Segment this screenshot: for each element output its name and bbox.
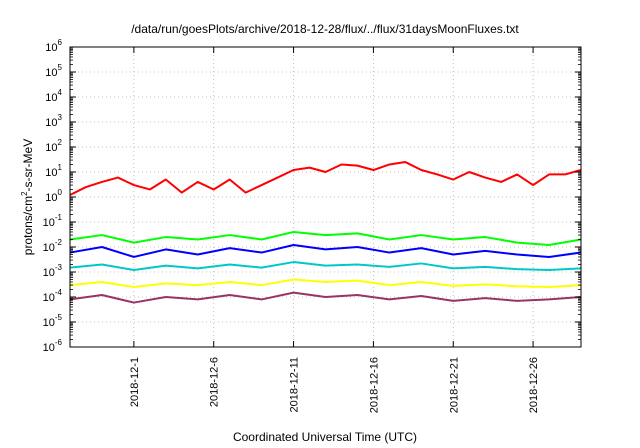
series-line-2	[69, 230, 582, 247]
x-tick-label: 2018-12-1	[129, 357, 141, 407]
y-tick-label: 101	[45, 163, 62, 179]
y-tick-label: 10-5	[43, 313, 63, 329]
x-axis: 2018-12-1 2018-12-6 2018-12-11 2018-12-16 20…	[129, 47, 540, 413]
y-tick-base: 10	[43, 342, 55, 354]
y-tick-exponent: -5	[55, 313, 63, 322]
series-line-6	[69, 291, 582, 304]
x-tick-label: 2018-12-6	[209, 357, 221, 407]
y-tick-label: 10-1	[43, 213, 63, 229]
y-tick-exponent: -2	[55, 238, 63, 247]
y-tick-label: 102	[45, 138, 62, 154]
x-tick-label: 2018-12-21	[448, 357, 460, 413]
y-tick-base: 10	[45, 67, 57, 79]
y-tick-base: 10	[45, 42, 57, 54]
y-tick-base: 10	[43, 242, 55, 254]
y-tick-exponent: 4	[58, 88, 63, 97]
y-label-rest: -s-sr-MeV	[21, 139, 35, 192]
series-line-3	[69, 244, 582, 258]
y-tick-label: 100	[45, 188, 62, 204]
y-tick-exponent: 1	[58, 163, 63, 172]
y-tick-label: 10-6	[43, 338, 63, 354]
y-tick-exponent: 6	[58, 38, 63, 47]
y-tick-base: 10	[43, 317, 55, 329]
y-tick-base: 10	[43, 217, 55, 229]
y-tick-exponent: 2	[58, 138, 63, 147]
y-tick-exponent: 0	[58, 188, 63, 197]
y-axis: 10-610-510-410-310-210-11001011021031041…	[43, 38, 581, 354]
y-tick-exponent: -6	[55, 338, 63, 347]
y-label-base: protons/cm	[21, 196, 35, 255]
y-axis-label: protons/cm2-s-sr-MeV	[20, 139, 35, 255]
y-tick-label: 105	[45, 63, 62, 79]
y-tick-label: 10-4	[43, 288, 63, 304]
y-tick-label: 106	[45, 38, 62, 54]
y-tick-base: 10	[43, 267, 55, 279]
y-tick-label: 10-2	[43, 238, 63, 254]
series-line-1	[69, 161, 582, 196]
y-tick-base: 10	[45, 192, 57, 204]
series-line-5	[69, 278, 582, 289]
y-tick-label: 10-3	[43, 263, 63, 279]
y-tick-base: 10	[45, 142, 57, 154]
y-tick-base: 10	[43, 292, 55, 304]
series-lines	[69, 161, 582, 304]
series-line-4	[69, 261, 582, 272]
y-tick-base: 10	[45, 92, 57, 104]
x-axis-label: Coordinated Universal Time (UTC)	[233, 430, 417, 444]
y-tick-exponent: -1	[55, 213, 63, 222]
gridlines	[70, 47, 581, 347]
y-tick-exponent: 3	[58, 113, 63, 122]
y-tick-base: 10	[45, 117, 57, 129]
x-tick-label: 2018-12-16	[368, 357, 380, 413]
x-tick-label: 2018-12-11	[289, 357, 301, 412]
y-tick-exponent: -3	[55, 263, 63, 272]
x-tick-label: 2018-12-26	[528, 357, 540, 413]
y-label-sup: 2	[20, 191, 29, 196]
y-tick-label: 104	[45, 88, 62, 104]
chart-title: /data/run/goesPlots/archive/2018-12-28/f…	[131, 22, 519, 36]
y-tick-exponent: 5	[58, 63, 63, 72]
y-tick-label: 103	[45, 113, 62, 129]
y-tick-base: 10	[45, 167, 57, 179]
y-tick-exponent: -4	[55, 288, 63, 297]
